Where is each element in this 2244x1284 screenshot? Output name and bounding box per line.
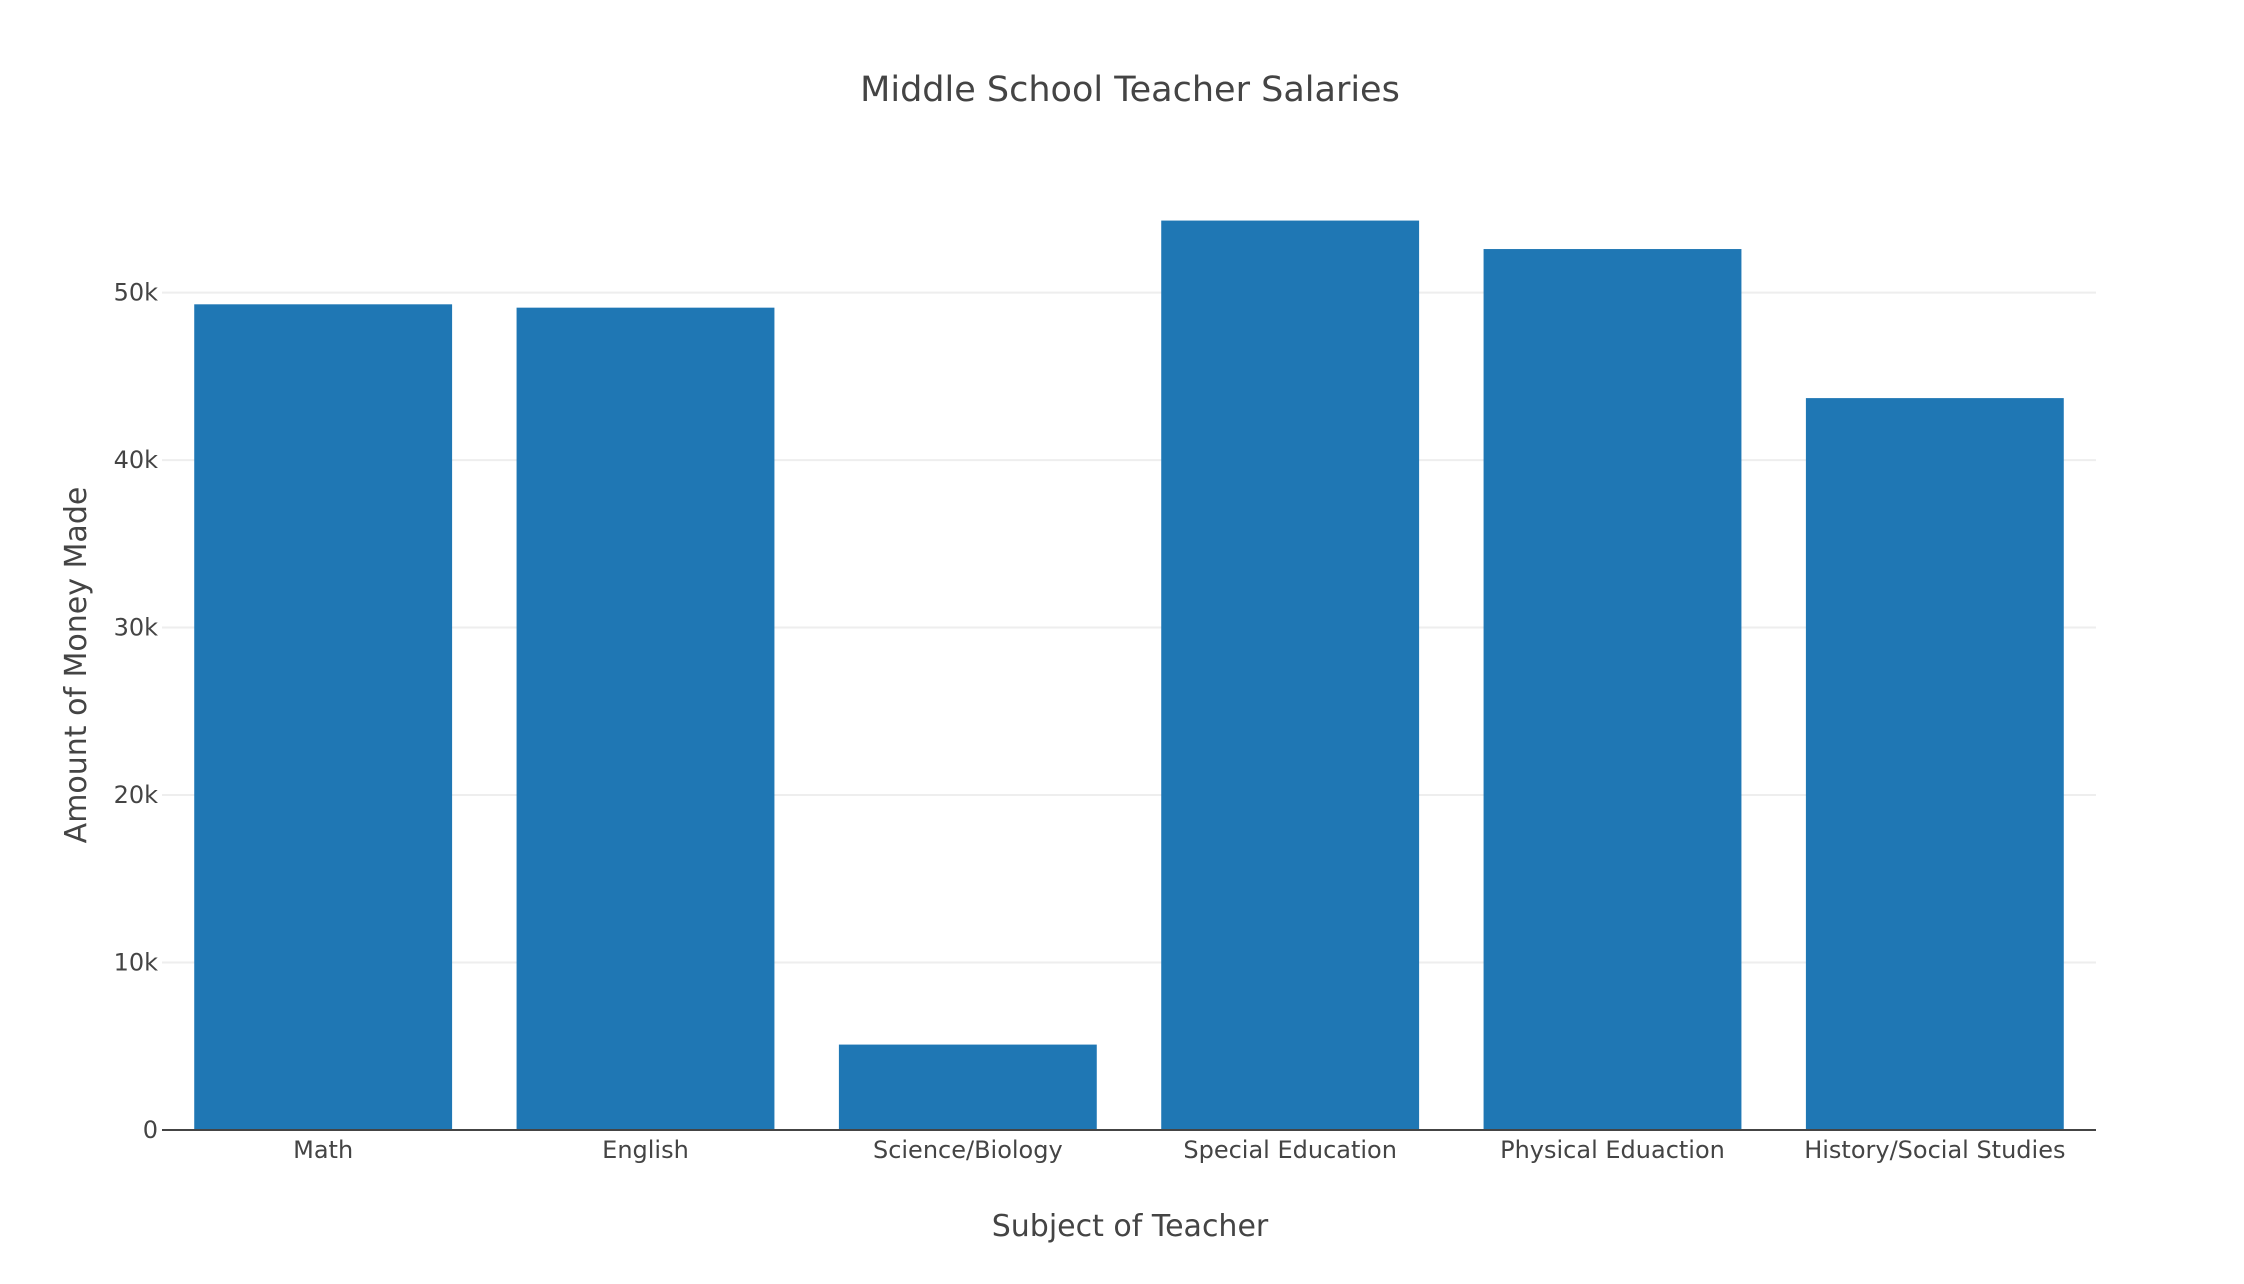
bar[interactable] — [1805, 398, 2064, 1130]
x-tick-label: Math — [293, 1136, 353, 1164]
y-tick-label: 10k — [114, 949, 159, 977]
bar[interactable] — [1483, 249, 1742, 1130]
x-tick-label: English — [602, 1136, 689, 1164]
x-tick-label: Physical Eduaction — [1500, 1136, 1725, 1164]
y-tick-label: 50k — [114, 279, 159, 307]
y-tick-label: 30k — [114, 614, 159, 642]
chart-title: Middle School Teacher Salaries — [860, 70, 1400, 110]
x-tick-label: Special Education — [1183, 1136, 1397, 1164]
x-axis-ticks: Math English Science/Biology Special Educat… — [293, 1136, 2065, 1164]
bar[interactable] — [194, 304, 453, 1131]
bar[interactable] — [838, 1044, 1097, 1130]
gridlines — [162, 291, 2096, 964]
bars — [194, 220, 2064, 1131]
y-tick-label: 40k — [114, 446, 159, 474]
x-axis-title: Subject of Teacher — [992, 1209, 1269, 1244]
y-axis-title: Amount of Money Made — [59, 487, 94, 844]
bar[interactable] — [516, 307, 775, 1130]
x-tick-label: Science/Biology — [873, 1136, 1063, 1164]
y-axis-ticks: 0 10k 20k 30k 40k 50k — [114, 279, 159, 1144]
y-tick-label: 0 — [143, 1116, 158, 1144]
x-tick-label: History/Social Studies — [1804, 1136, 2065, 1164]
bar[interactable] — [1161, 220, 1420, 1130]
y-tick-label: 20k — [114, 781, 159, 809]
